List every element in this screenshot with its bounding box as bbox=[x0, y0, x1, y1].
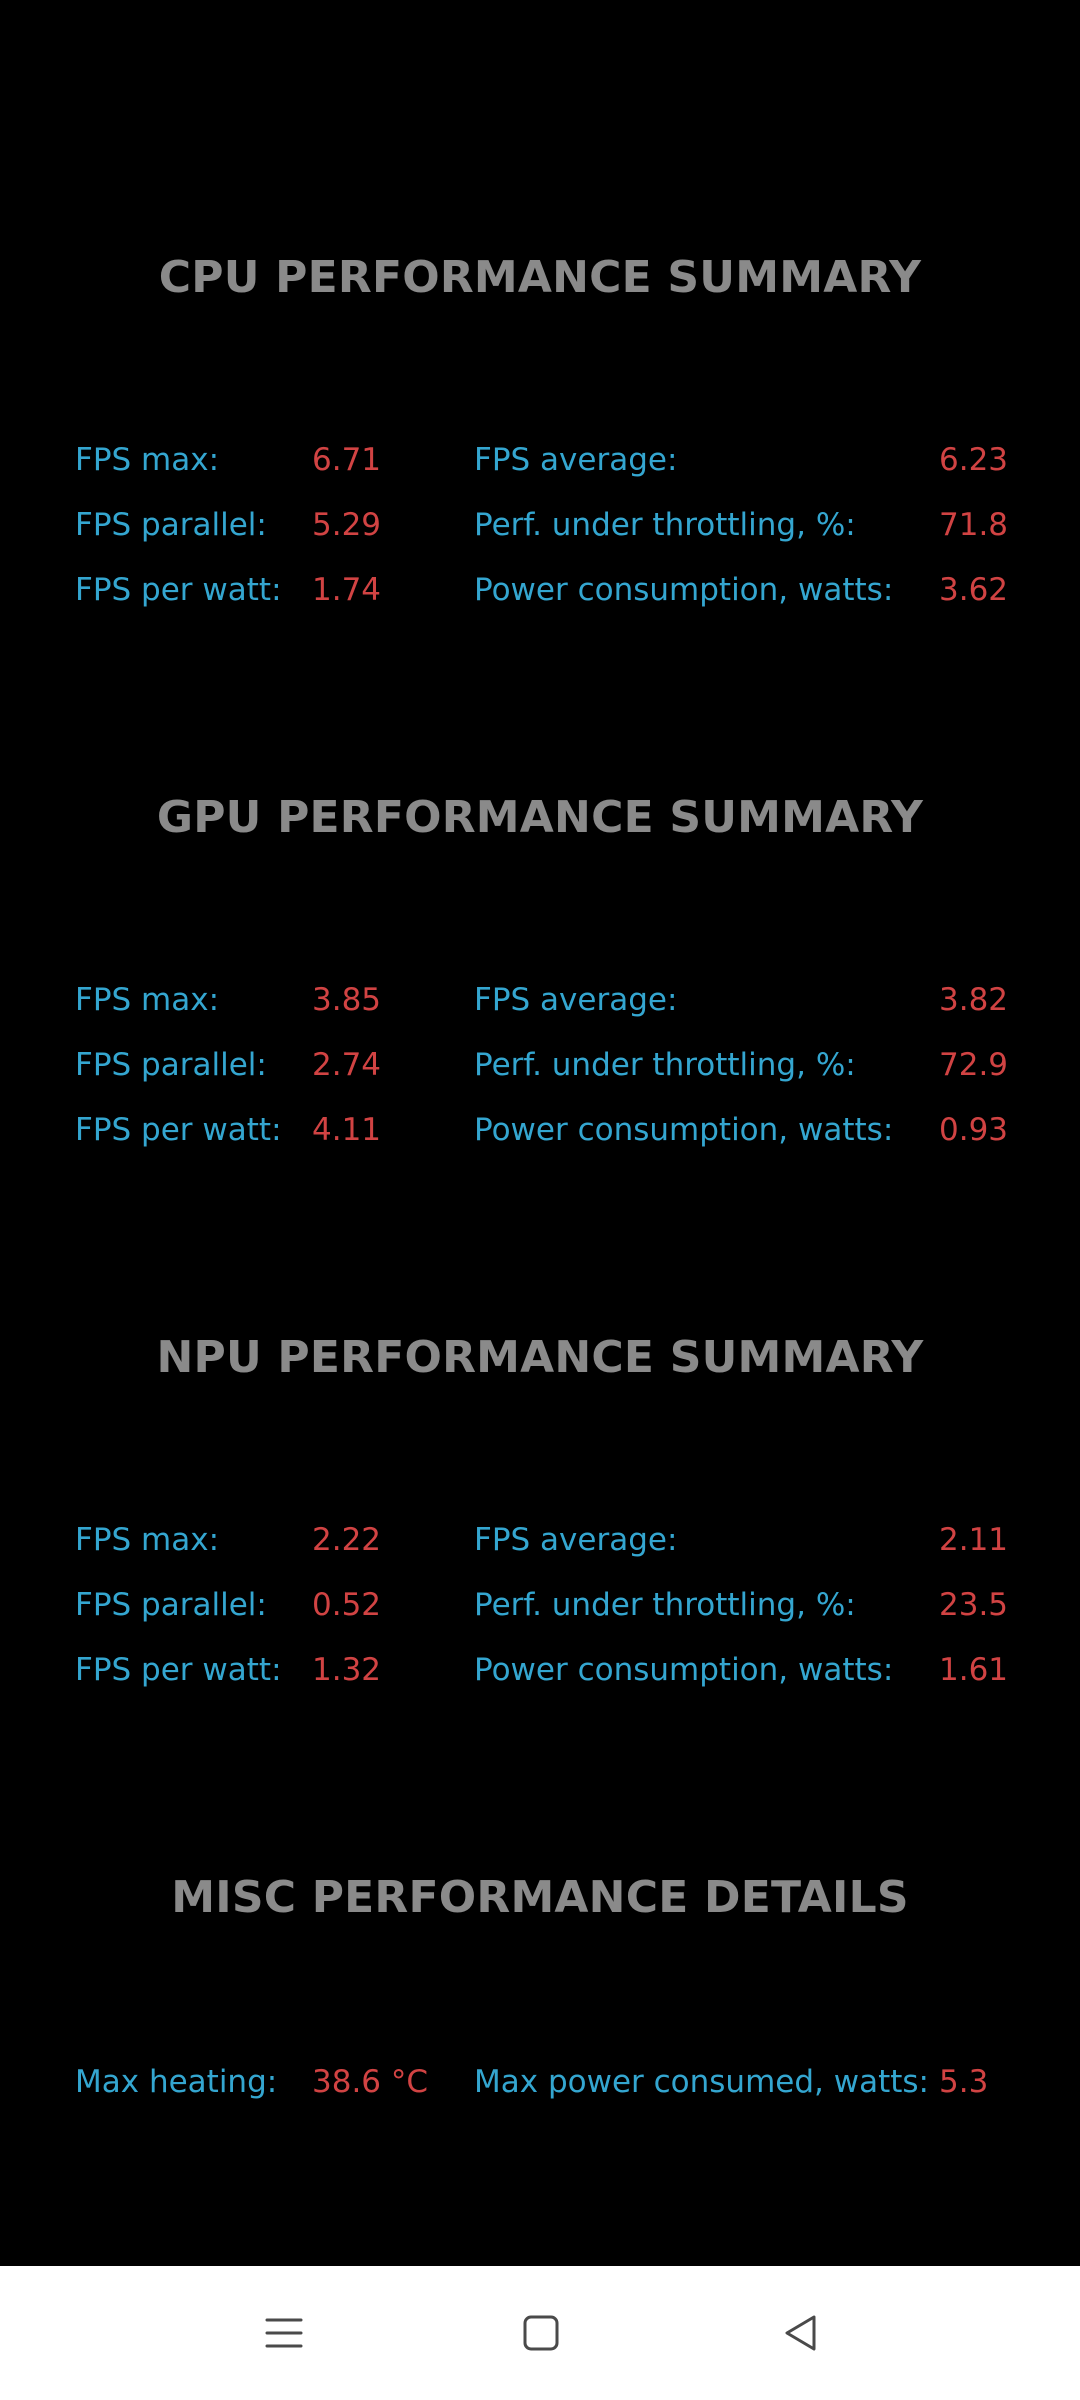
cpu-fps-per-watt-label: FPS per watt: bbox=[75, 572, 282, 608]
cpu-fps-max-value: 6.71 bbox=[312, 442, 382, 478]
gpu-fps-max-value: 3.85 bbox=[312, 982, 382, 1018]
npu-throttling-value: 23.5 bbox=[939, 1587, 1009, 1623]
cpu-fps-average-label: FPS average: bbox=[474, 442, 678, 478]
cpu-fps-parallel-value: 5.29 bbox=[312, 507, 382, 543]
npu-row-fps-parallel: FPS parallel: 0.52 Perf. under throttlin… bbox=[0, 1573, 1080, 1638]
npu-fps-parallel-value: 0.52 bbox=[312, 1587, 382, 1623]
gpu-fps-average-label: FPS average: bbox=[474, 982, 678, 1018]
gpu-fps-per-watt-label: FPS per watt: bbox=[75, 1112, 282, 1148]
npu-power-label: Power consumption, watts: bbox=[474, 1652, 894, 1688]
cpu-power-value: 3.62 bbox=[939, 572, 1009, 608]
npu-fps-average-value: 2.11 bbox=[939, 1522, 1009, 1558]
gpu-row-fps-parallel: FPS parallel: 2.74 Perf. under throttlin… bbox=[0, 1033, 1080, 1098]
max-power-consumed-value: 5.3 bbox=[939, 2064, 989, 2100]
npu-fps-max-value: 2.22 bbox=[312, 1522, 382, 1558]
npu-row-fps-per-watt: FPS per watt: 1.32 Power consumption, wa… bbox=[0, 1638, 1080, 1703]
gpu-row-fps-max: FPS max: 3.85 FPS average: 3.82 bbox=[0, 968, 1080, 1033]
home-button[interactable] bbox=[501, 2293, 581, 2373]
cpu-throttling-value: 71.8 bbox=[939, 507, 1009, 543]
gpu-fps-average-value: 3.82 bbox=[939, 982, 1009, 1018]
misc-row: Max heating: 38.6 °C Max power consumed,… bbox=[0, 2050, 1080, 2115]
cpu-fps-parallel-label: FPS parallel: bbox=[75, 507, 267, 543]
cpu-fps-average-value: 6.23 bbox=[939, 442, 1009, 478]
npu-fps-average-label: FPS average: bbox=[474, 1522, 678, 1558]
menu-icon bbox=[265, 2318, 303, 2348]
back-button[interactable] bbox=[761, 2293, 841, 2373]
npu-fps-per-watt-label: FPS per watt: bbox=[75, 1652, 282, 1688]
cpu-fps-max-label: FPS max: bbox=[75, 442, 220, 478]
cpu-row-fps-max: FPS max: 6.71 FPS average: 6.23 bbox=[0, 428, 1080, 493]
recents-menu-button[interactable] bbox=[244, 2293, 324, 2373]
gpu-throttling-label: Perf. under throttling, %: bbox=[474, 1047, 856, 1083]
npu-throttling-label: Perf. under throttling, %: bbox=[474, 1587, 856, 1623]
home-square-icon bbox=[523, 2315, 559, 2351]
npu-fps-parallel-label: FPS parallel: bbox=[75, 1587, 267, 1623]
gpu-throttling-value: 72.9 bbox=[939, 1047, 1009, 1083]
max-heating-value: 38.6 °C bbox=[312, 2064, 429, 2100]
cpu-row-fps-per-watt: FPS per watt: 1.74 Power consumption, wa… bbox=[0, 558, 1080, 623]
gpu-fps-parallel-label: FPS parallel: bbox=[75, 1047, 267, 1083]
max-power-consumed-label: Max power consumed, watts: bbox=[474, 2064, 929, 2100]
cpu-fps-per-watt-value: 1.74 bbox=[312, 572, 382, 608]
gpu-fps-per-watt-value: 4.11 bbox=[312, 1112, 382, 1148]
misc-section-title: MISC PERFORMANCE DETAILS bbox=[171, 1872, 909, 1923]
npu-fps-per-watt-value: 1.32 bbox=[312, 1652, 382, 1688]
gpu-power-value: 0.93 bbox=[939, 1112, 1009, 1148]
npu-fps-max-label: FPS max: bbox=[75, 1522, 220, 1558]
gpu-section-title: GPU PERFORMANCE SUMMARY bbox=[156, 792, 924, 843]
gpu-power-label: Power consumption, watts: bbox=[474, 1112, 894, 1148]
npu-power-value: 1.61 bbox=[939, 1652, 1009, 1688]
navigation-bar bbox=[0, 2266, 1080, 2400]
cpu-section-title: CPU PERFORMANCE SUMMARY bbox=[158, 252, 922, 303]
gpu-row-fps-per-watt: FPS per watt: 4.11 Power consumption, wa… bbox=[0, 1098, 1080, 1163]
cpu-throttling-label: Perf. under throttling, %: bbox=[474, 507, 856, 543]
gpu-fps-max-label: FPS max: bbox=[75, 982, 220, 1018]
npu-row-fps-max: FPS max: 2.22 FPS average: 2.11 bbox=[0, 1508, 1080, 1573]
cpu-row-fps-parallel: FPS parallel: 5.29 Perf. under throttlin… bbox=[0, 493, 1080, 558]
back-triangle-icon bbox=[785, 2315, 816, 2351]
gpu-fps-parallel-value: 2.74 bbox=[312, 1047, 382, 1083]
cpu-power-label: Power consumption, watts: bbox=[474, 572, 894, 608]
max-heating-label: Max heating: bbox=[75, 2064, 278, 2100]
npu-section-title: NPU PERFORMANCE SUMMARY bbox=[156, 1332, 924, 1383]
